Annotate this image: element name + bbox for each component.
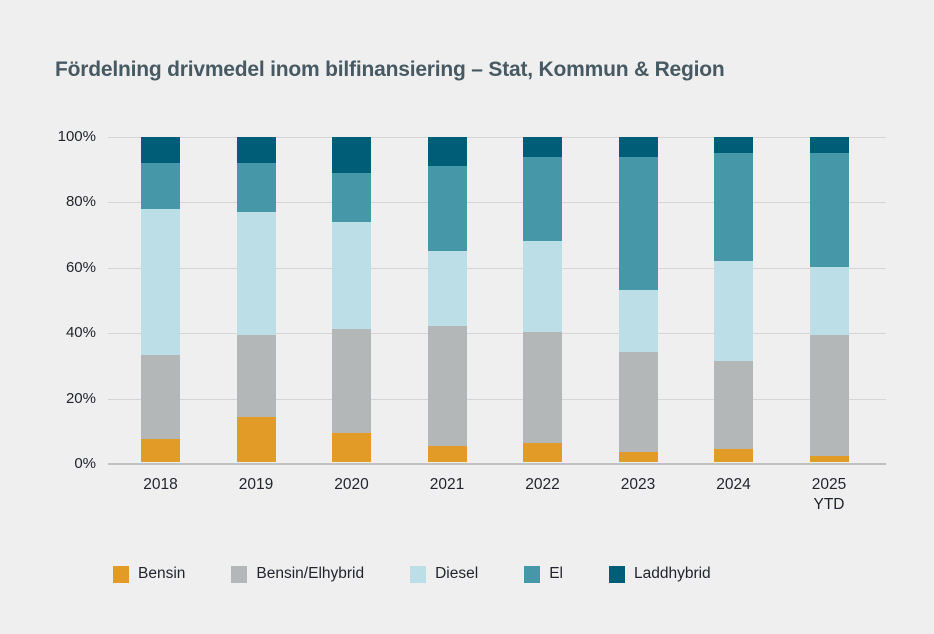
bar-segment-diesel-2024	[714, 260, 753, 362]
bar-segment-el-2018	[141, 163, 180, 209]
x-tick-line: YTD	[813, 496, 845, 513]
x-tick-line: 2021	[429, 476, 465, 493]
bar-segment-laddhybrid-2021	[427, 137, 467, 167]
legend-swatch-laddhybrid	[608, 565, 625, 583]
x-tick-line: 2019	[238, 476, 274, 493]
x-tick-label-2020: 2020	[304, 475, 400, 495]
y-tick-label-40: 40%	[65, 324, 96, 342]
legend-item-bensin-elhybrid: Bensin/Elhybrid	[231, 565, 364, 583]
legend-swatch-el	[524, 565, 541, 583]
bar-segment-bensin-elhybrid-2021	[427, 325, 467, 446]
bar-2025-ytd	[809, 137, 849, 462]
bar-segment-laddhybrid-2023	[618, 137, 658, 157]
y-tick-label-20: 20%	[65, 389, 96, 407]
x-tick-label-2018: 2018	[113, 475, 209, 495]
y-tick-label-100: 100%	[57, 128, 96, 145]
chart-title: Fördelning drivmedel inom bilfinansierin…	[55, 58, 725, 81]
x-tick-label-2022: 2022	[495, 475, 591, 495]
bar-segment-diesel-2022	[523, 241, 562, 332]
bar-segment-bensin-elhybrid-2023	[618, 351, 658, 453]
legend-label-laddhybrid: Laddhybrid	[633, 565, 711, 582]
y-tick-label-60: 60%	[65, 258, 96, 276]
bar-segment-diesel-2023	[618, 289, 658, 352]
bar-segment-bensin-2019	[236, 416, 276, 462]
bar-2018	[141, 137, 180, 462]
bar-segment-laddhybrid-2024	[714, 137, 753, 154]
legend-item-bensin: Bensin	[113, 565, 185, 583]
bar-segment-bensin-2020	[332, 432, 371, 462]
bar-segment-el-2025-ytd	[809, 153, 849, 267]
bar-segment-diesel-2018	[141, 208, 180, 355]
legend: Bensin Bensin/Elhybrid Diesel El Laddhybrid	[113, 565, 711, 583]
x-tick-label-2025-ytd: 2025 YTD	[781, 475, 877, 515]
legend-swatch-diesel	[410, 565, 427, 583]
y-tick-label-80: 80%	[65, 193, 96, 211]
bar-segment-laddhybrid-2020	[332, 137, 371, 173]
bar-segment-laddhybrid-2022	[523, 137, 562, 157]
plot-area	[108, 137, 886, 465]
legend-label-diesel: Diesel	[435, 565, 479, 582]
x-tick-label-2024: 2024	[686, 475, 782, 495]
bar-2022	[523, 137, 562, 462]
bar-segment-laddhybrid-2019	[236, 137, 276, 163]
gridline-0	[108, 463, 886, 465]
gridline-80	[108, 202, 886, 204]
x-tick-line: 2023	[620, 476, 656, 493]
bar-segment-bensin-2018	[141, 439, 180, 462]
bar-segment-bensin-elhybrid-2020	[332, 328, 371, 433]
x-tick-line: 2020	[334, 476, 369, 493]
x-tick-label-2021: 2021	[399, 475, 495, 495]
bar-2021	[427, 137, 467, 462]
x-tick-line: 2022	[525, 476, 560, 493]
bar-segment-diesel-2021	[427, 250, 467, 326]
gridline-20	[108, 398, 886, 400]
x-tick-label-2023: 2023	[590, 475, 686, 495]
bar-segment-bensin-2021	[427, 445, 467, 462]
bar-segment-el-2019	[236, 163, 276, 212]
bar-segment-bensin-2024	[714, 449, 753, 462]
x-tick-line: 2018	[143, 476, 178, 493]
bar-2020	[332, 137, 371, 462]
legend-label-bensin-elhybrid: Bensin/Elhybrid	[256, 565, 365, 582]
x-tick-line: 2024	[716, 476, 751, 493]
bar-segment-el-2024	[714, 153, 753, 261]
bar-2023	[618, 137, 658, 462]
gridline-60	[108, 267, 886, 269]
bar-segment-bensin-2025-ytd	[809, 455, 849, 462]
bar-segment-el-2022	[523, 156, 562, 241]
legend-swatch-bensin	[113, 565, 129, 583]
bar-segment-bensin-elhybrid-2024	[714, 361, 753, 449]
bar-2019	[236, 137, 276, 462]
bar-segment-bensin-elhybrid-2018	[141, 354, 180, 440]
gridline-100	[108, 137, 886, 138]
bar-segment-diesel-2019	[236, 211, 276, 336]
x-tick-label-2019: 2019	[208, 475, 304, 495]
bar-segment-el-2023	[618, 156, 658, 290]
y-tick-label-0: 0%	[74, 455, 96, 472]
legend-item-laddhybrid: Laddhybrid	[608, 565, 711, 583]
bar-segment-bensin-2022	[523, 442, 562, 462]
legend-item-el: El	[524, 565, 563, 583]
bar-segment-diesel-2020	[332, 221, 371, 329]
legend-item-diesel: Diesel	[410, 565, 478, 583]
bar-segment-bensin-elhybrid-2019	[236, 335, 276, 417]
legend-label-el: El	[549, 565, 563, 582]
bar-segment-diesel-2025-ytd	[809, 267, 849, 336]
bar-segment-laddhybrid-2018	[141, 137, 180, 163]
bar-2024	[714, 137, 753, 462]
bar-segment-bensin-elhybrid-2025-ytd	[809, 335, 849, 456]
bar-segment-bensin-2023	[618, 452, 658, 462]
bar-segment-laddhybrid-2025-ytd	[809, 137, 849, 154]
gridline-40	[108, 333, 886, 335]
bar-segment-el-2021	[427, 166, 467, 251]
x-tick-line: 2025	[811, 476, 847, 493]
bar-segment-el-2020	[332, 172, 371, 222]
bar-segment-bensin-elhybrid-2022	[523, 332, 562, 443]
legend-label-bensin: Bensin	[138, 565, 186, 582]
legend-swatch-bensin-elhybrid	[231, 565, 248, 583]
